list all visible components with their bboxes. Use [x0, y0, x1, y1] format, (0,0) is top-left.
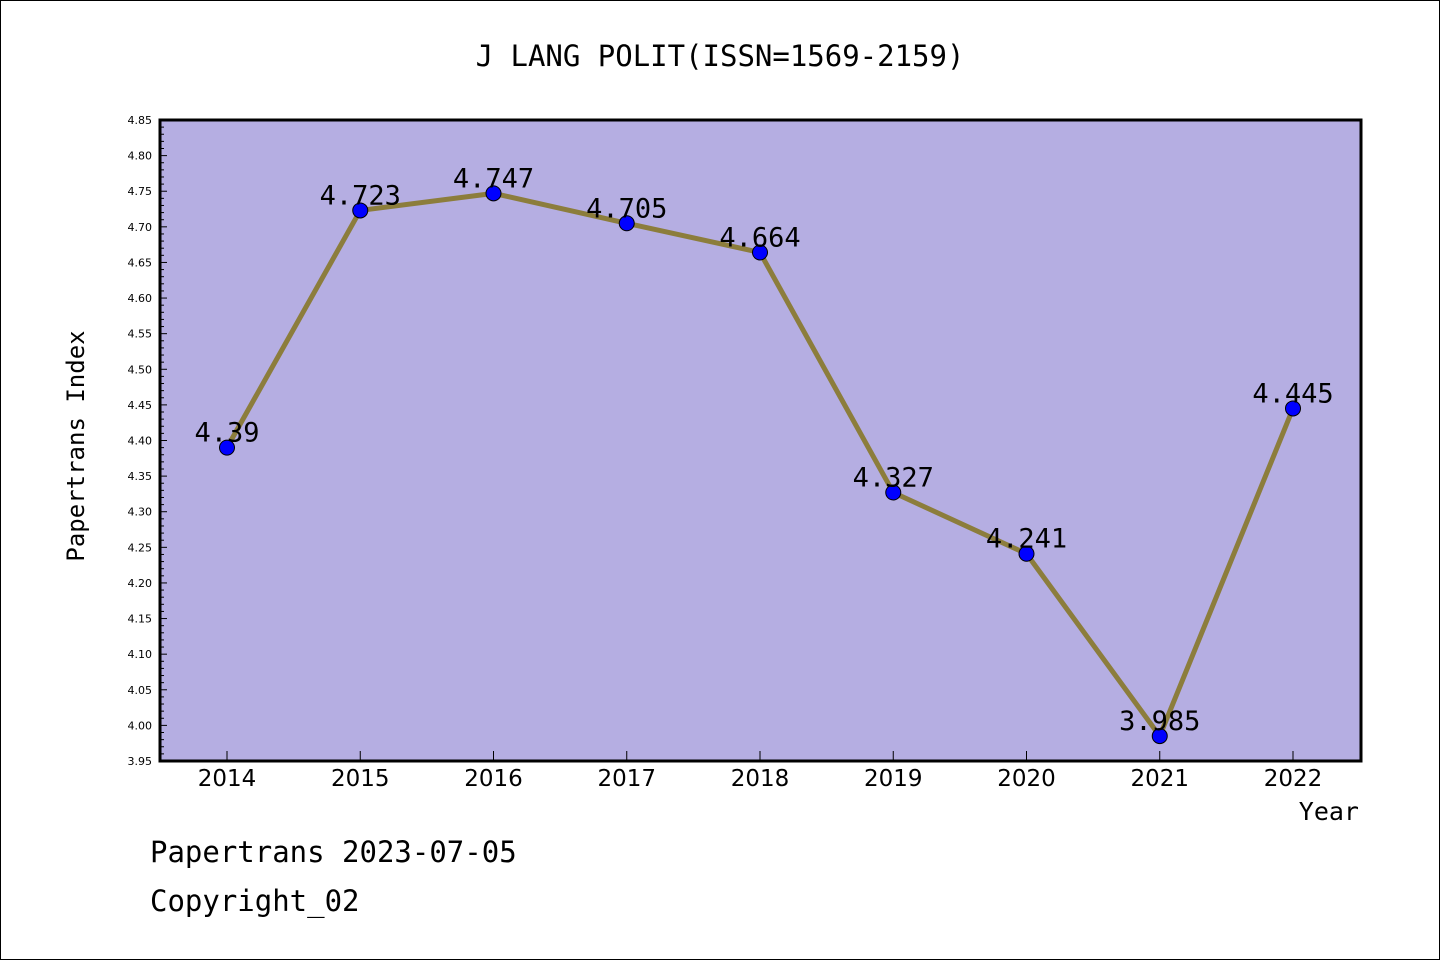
y-tick-label: 4.35 [128, 470, 153, 483]
data-point [1151, 728, 1168, 745]
data-label: 4.747 [453, 163, 534, 194]
x-tick-label: 2016 [464, 766, 523, 792]
plot-area [160, 120, 1361, 761]
footer-date-text: Papertrans 2023-07-05 [150, 835, 517, 869]
y-tick-label: 4.00 [128, 719, 153, 732]
y-tick-label: 4.45 [128, 399, 153, 412]
y-tick-label: 4.80 [128, 150, 153, 163]
y-tick-label: 4.30 [128, 506, 153, 519]
x-axis-ticks: 2014 2015 2016 2017 2018 2019 2020 2021 2022 [198, 751, 1323, 792]
x-tick-label: 2020 [997, 766, 1056, 792]
y-tick-label: 4.15 [128, 613, 153, 626]
series-layer [219, 185, 1301, 745]
data-label: 4.445 [1252, 378, 1333, 409]
y-axis-ticks: 3.95 4.00 4.05 4.10 4.15 4.20 4.25 4.30 4.35 4.40… [128, 114, 167, 768]
y-tick-label: 4.85 [128, 114, 153, 127]
x-tick-label: 2021 [1130, 766, 1189, 792]
data-label: 4.664 [719, 222, 800, 253]
data-point [885, 484, 902, 501]
data-label: 4.39 [194, 418, 259, 449]
x-tick-label: 2015 [331, 766, 390, 792]
x-tick-label: 2019 [864, 766, 923, 792]
y-tick-label: 4.20 [128, 577, 153, 590]
y-tick-label: 4.70 [128, 221, 153, 234]
x-tick-label: 2017 [597, 766, 656, 792]
footer-copyright-text: Copyright_02 [150, 884, 360, 918]
chart-title: J LANG POLIT(ISSN=1569-2159) [476, 39, 965, 73]
y-tick-label: 4.10 [128, 648, 153, 661]
y-tick-label: 4.55 [128, 328, 153, 341]
x-tick-label: 2018 [731, 766, 790, 792]
data-label: 4.241 [986, 524, 1067, 555]
data-point [1018, 545, 1035, 562]
plot-border [158, 118, 1363, 763]
data-point [219, 439, 235, 456]
y-tick-label: 4.50 [128, 363, 153, 376]
x-tick-label: 2022 [1264, 766, 1323, 792]
data-labels-layer: 4.39 4.723 4.747 4.705 4.664 4.327 4.241 3.985 4… [194, 163, 1333, 737]
y-tick-label: 4.40 [128, 435, 153, 448]
y-tick-label: 4.65 [128, 256, 153, 269]
y-axis-label: Papertrans Index [62, 330, 90, 561]
data-point [1285, 400, 1301, 417]
data-point [485, 185, 502, 202]
data-label: 4.705 [586, 193, 667, 224]
data-point [618, 215, 635, 232]
data-label: 4.327 [853, 462, 934, 493]
x-tick-label: 2014 [198, 766, 257, 792]
data-label: 3.985 [1119, 706, 1200, 737]
y-tick-label: 4.05 [128, 684, 153, 697]
x-axis-label: Year [1299, 797, 1359, 826]
data-point [752, 244, 768, 261]
data-label: 4.723 [320, 180, 401, 211]
y-tick-label: 4.25 [128, 541, 153, 554]
data-point [352, 202, 369, 219]
y-tick-label: 4.60 [128, 292, 153, 305]
y-tick-label: 3.95 [128, 755, 153, 768]
y-tick-label: 4.75 [128, 185, 153, 198]
